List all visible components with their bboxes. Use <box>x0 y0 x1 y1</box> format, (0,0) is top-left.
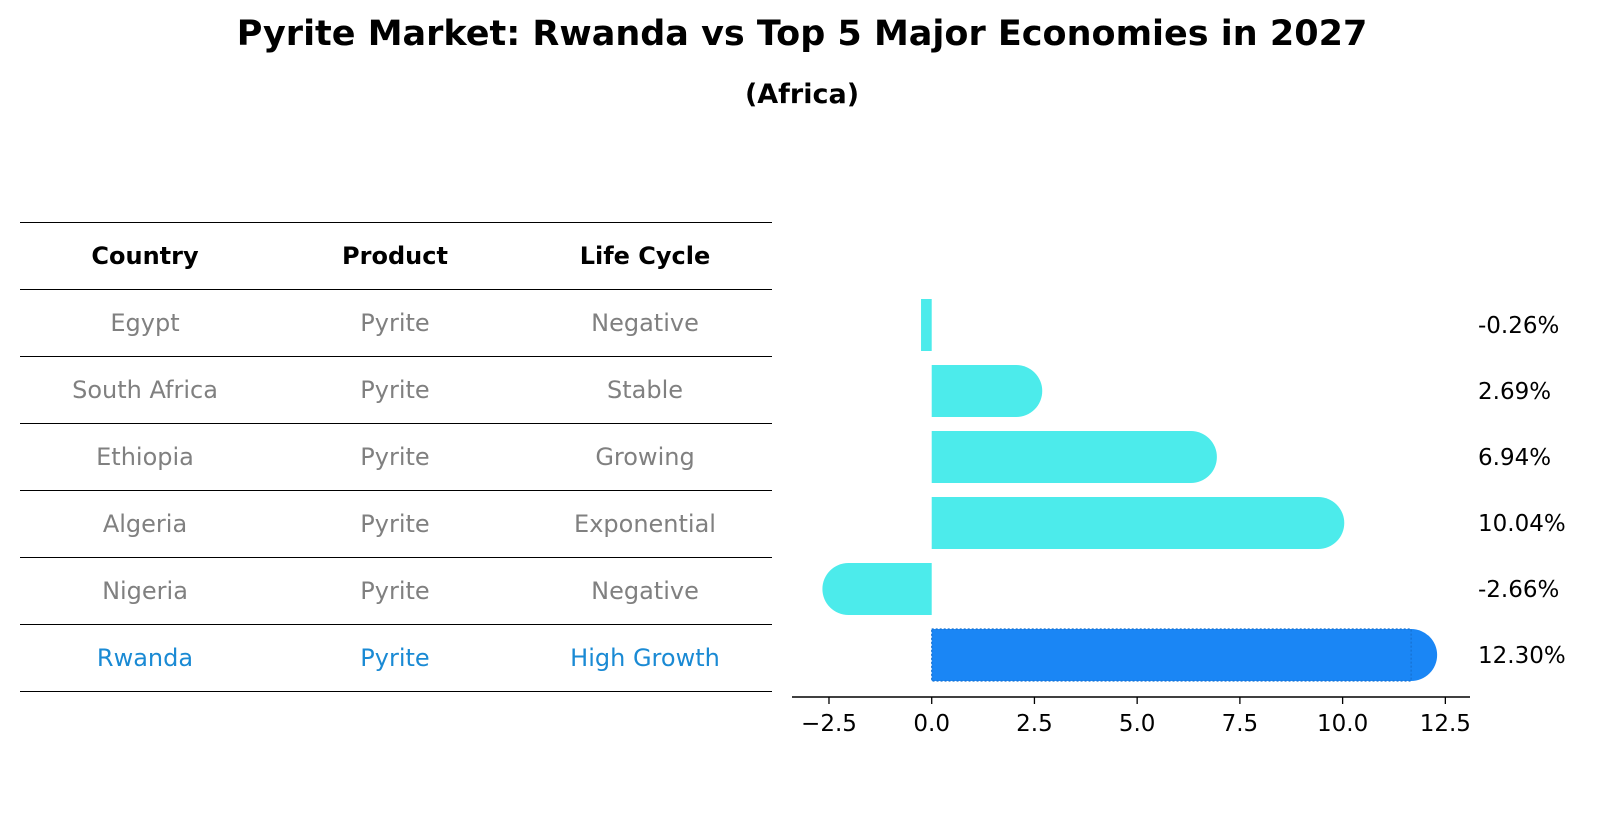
life-cycle-cell: Exponential <box>574 510 716 538</box>
header-country: Country <box>91 242 199 270</box>
table-header-row: Country Product Life Cycle <box>20 222 772 289</box>
life-cycle-cell: High Growth <box>570 644 720 672</box>
value-label: -2.66% <box>1478 577 1559 603</box>
x-tick-label: 10.0 <box>1317 711 1368 737</box>
bar-rwanda <box>931 629 1438 681</box>
value-label: -0.26% <box>1478 313 1559 339</box>
x-tick-label: 5.0 <box>1119 711 1156 737</box>
country-cell: Egypt <box>110 309 180 337</box>
header-life-cycle: Life Cycle <box>579 242 711 270</box>
table-row: Algeria Pyrite Exponential <box>20 490 772 557</box>
country-cell: Algeria <box>102 510 188 538</box>
country-cell: South Africa <box>72 376 218 404</box>
x-tick-label: 0.0 <box>913 711 950 737</box>
life-cycle-cell: Growing <box>595 443 695 471</box>
value-label: 2.69% <box>1478 379 1551 405</box>
x-tick-label: 7.5 <box>1222 711 1259 737</box>
life-cycle-cell: Negative <box>591 309 699 337</box>
chart-title: Pyrite Market: Rwanda vs Top 5 Major Eco… <box>236 14 1368 54</box>
chart-subtitle: (Africa) <box>744 79 860 110</box>
life-cycle-cell: Stable <box>606 376 684 404</box>
x-tick-label: 12.5 <box>1420 711 1471 737</box>
table-row: Ethiopia Pyrite Growing <box>20 423 772 490</box>
country-cell: Rwanda <box>96 644 194 672</box>
table-row: Nigeria Pyrite Negative <box>20 557 772 624</box>
header-product: Product <box>342 242 448 270</box>
x-tick-label: −2.5 <box>801 711 857 737</box>
bar-ethiopia <box>931 431 1217 483</box>
bar-nigeria <box>822 563 932 615</box>
table-row: South Africa Pyrite Stable <box>20 356 772 423</box>
table-row-highlight: Rwanda Pyrite High Growth <box>20 624 772 692</box>
country-cell: Ethiopia <box>96 443 194 471</box>
product-cell: Pyrite <box>360 644 430 672</box>
life-cycle-cell: Negative <box>591 577 699 605</box>
product-cell: Pyrite <box>360 443 430 471</box>
product-cell: Pyrite <box>360 376 430 404</box>
value-label: 6.94% <box>1478 445 1551 471</box>
x-tick-label: 2.5 <box>1016 711 1053 737</box>
product-cell: Pyrite <box>360 510 430 538</box>
highlight-outline <box>931 628 1412 682</box>
bar-south-africa <box>931 365 1043 417</box>
bar-egypt <box>921 299 932 351</box>
data-table: Country Product Life Cycle Egypt Pyrite … <box>20 222 772 692</box>
country-cell: Nigeria <box>102 577 188 605</box>
value-label: 12.30% <box>1478 643 1566 669</box>
product-cell: Pyrite <box>360 577 430 605</box>
table-row: Egypt Pyrite Negative <box>20 289 772 356</box>
bar-algeria <box>931 497 1345 549</box>
product-cell: Pyrite <box>360 309 430 337</box>
value-label: 10.04% <box>1478 511 1566 537</box>
